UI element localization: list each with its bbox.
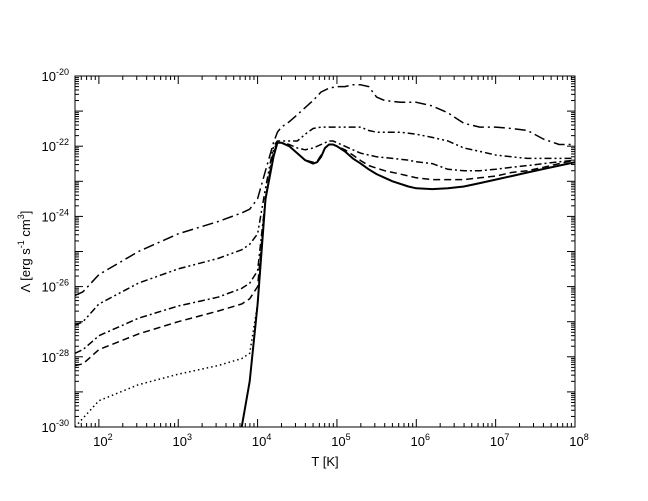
y-tick-label: 10-24: [42, 207, 69, 224]
x-tick-label: 107: [490, 432, 509, 449]
series-line-dashdotdot: [75, 126, 575, 326]
series-line-solid: [240, 141, 575, 427]
x-axis-label: T [K]: [311, 454, 338, 469]
series-line-dashed: [75, 141, 575, 367]
series-line-longdashdot: [75, 84, 575, 297]
plot-frame: [74, 75, 576, 428]
series-line-dashdot: [75, 140, 575, 354]
y-axis-label-lambda: Λ [erg s: [18, 248, 33, 293]
y-tick-label: 10-22: [42, 137, 69, 154]
y-axis-label-cm: cm: [18, 219, 33, 240]
series-layer: [75, 84, 575, 427]
tick-layer: 102 103 104 105 106 107 108 10-30 10-28 10-26 10-2…: [42, 67, 589, 449]
y-axis-label-exp1: -1: [16, 240, 26, 248]
y-tick-label: 10-28: [42, 348, 69, 365]
y-axis-label-close: ]: [18, 211, 33, 215]
y-axis-label: Λ [erg s-1 cm3]: [16, 211, 33, 293]
series-line-dotted: [75, 198, 267, 427]
x-tick-label: 105: [331, 432, 350, 449]
x-tick-label: 103: [172, 432, 191, 449]
x-tick-label: 106: [411, 432, 430, 449]
y-tick-label: 10-20: [42, 67, 69, 84]
x-tick-label: 108: [569, 432, 588, 449]
x-tick-label: 102: [93, 432, 112, 449]
y-tick-label: 10-30: [42, 418, 69, 435]
y-tick-label: 10-26: [42, 278, 69, 295]
y-axis-label-exp2: 3: [16, 214, 26, 219]
x-tick-label: 104: [252, 432, 271, 449]
